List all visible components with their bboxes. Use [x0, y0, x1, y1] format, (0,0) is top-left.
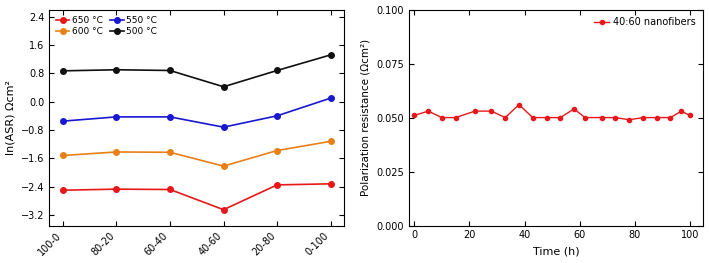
- Y-axis label: Polarization resistance (Ωcm²): Polarization resistance (Ωcm²): [361, 39, 371, 196]
- 500 °C: [112, 68, 121, 71]
- 550 °C: [219, 125, 228, 129]
- 40:60 nanofibers: [556, 116, 564, 119]
- 650 °C: [273, 183, 281, 186]
- 40:60 nanofibers: [597, 116, 605, 119]
- Line: 500 °C: 500 °C: [60, 52, 333, 90]
- 600 °C: [59, 154, 67, 157]
- 500 °C: [166, 69, 174, 72]
- 500 °C: [326, 53, 335, 57]
- Line: 650 °C: 650 °C: [60, 181, 333, 213]
- 650 °C: [219, 208, 228, 211]
- 40:60 nanofibers: [515, 103, 523, 106]
- 40:60 nanofibers: [686, 114, 694, 117]
- 650 °C: [59, 189, 67, 192]
- 500 °C: [273, 69, 281, 72]
- 550 °C: [112, 115, 121, 118]
- 40:60 nanofibers: [437, 116, 446, 119]
- Line: 600 °C: 600 °C: [60, 139, 333, 169]
- 40:60 nanofibers: [677, 109, 686, 113]
- 40:60 nanofibers: [639, 116, 647, 119]
- 650 °C: [166, 188, 174, 191]
- Line: 40:60 nanofibers: 40:60 nanofibers: [413, 103, 692, 122]
- 600 °C: [273, 149, 281, 152]
- 40:60 nanofibers: [528, 116, 537, 119]
- 550 °C: [273, 114, 281, 117]
- 650 °C: [112, 188, 121, 191]
- Legend: 650 °C, 600 °C, 550 °C, 500 °C: 650 °C, 600 °C, 550 °C, 500 °C: [54, 14, 159, 38]
- Legend: 40:60 nanofibers: 40:60 nanofibers: [591, 14, 698, 30]
- 40:60 nanofibers: [471, 109, 479, 113]
- 40:60 nanofibers: [666, 116, 675, 119]
- 600 °C: [219, 165, 228, 168]
- Line: 550 °C: 550 °C: [60, 95, 333, 130]
- 40:60 nanofibers: [625, 118, 633, 121]
- 40:60 nanofibers: [410, 114, 418, 117]
- 600 °C: [166, 151, 174, 154]
- 550 °C: [166, 115, 174, 118]
- 500 °C: [219, 85, 228, 88]
- X-axis label: Time (h): Time (h): [533, 246, 579, 256]
- 40:60 nanofibers: [570, 107, 579, 110]
- 40:60 nanofibers: [424, 109, 432, 113]
- 40:60 nanofibers: [581, 116, 589, 119]
- 500 °C: [59, 69, 67, 72]
- Y-axis label: ln(ASR) Ωcm²: ln(ASR) Ωcm²: [6, 80, 16, 155]
- 40:60 nanofibers: [487, 109, 496, 113]
- 550 °C: [326, 97, 335, 100]
- 40:60 nanofibers: [611, 116, 620, 119]
- 600 °C: [326, 140, 335, 143]
- 40:60 nanofibers: [542, 116, 551, 119]
- 40:60 nanofibers: [452, 116, 460, 119]
- 600 °C: [112, 150, 121, 154]
- 40:60 nanofibers: [501, 116, 510, 119]
- 40:60 nanofibers: [652, 116, 661, 119]
- 650 °C: [326, 182, 335, 185]
- 550 °C: [59, 120, 67, 123]
